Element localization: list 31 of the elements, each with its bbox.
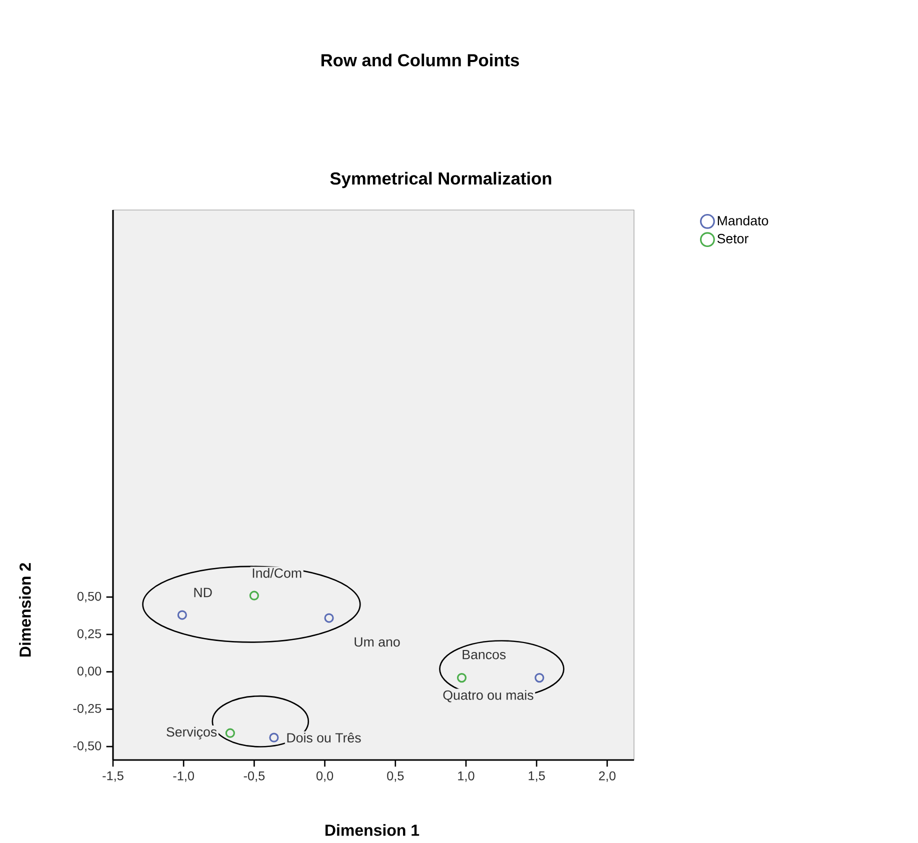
x-tick-label: -1,0: [173, 771, 194, 782]
y-tick-label: -0,25: [73, 704, 102, 714]
y-tick-label: -0,50: [73, 741, 102, 752]
annotation: Dois ou Três: [287, 732, 361, 742]
annotation: Bancos: [462, 650, 506, 660]
chart-subtitle: Symmetrical Normalization: [330, 172, 552, 188]
x-tick-label: -0,5: [244, 771, 265, 782]
y-axis-title: Dimension 2: [19, 563, 31, 656]
y-tick-label: 0,50: [77, 592, 102, 602]
x-tick-label: -1,5: [102, 771, 124, 782]
point: [249, 590, 259, 600]
annotation: Ind/Com: [252, 568, 302, 578]
y-tick-label: 0,00: [77, 666, 102, 678]
annotation: ND: [194, 588, 212, 598]
point: [225, 728, 235, 738]
annotation: Serviços: [166, 726, 217, 740]
annotation: Quatro ou mais: [443, 690, 534, 702]
point: [177, 610, 187, 620]
y-tick-label: 0,25: [77, 629, 102, 640]
chart-title: Row and Column Points: [321, 54, 519, 66]
x-tick-label: 1,0: [458, 771, 474, 782]
point: [269, 732, 279, 742]
point: [324, 613, 334, 623]
legend-label: Setor: [717, 234, 748, 244]
x-axis-title: Dimension 1: [326, 824, 420, 836]
x-tick-label: 0,0: [316, 771, 334, 782]
legend-label: Mandato: [718, 216, 768, 226]
annotation: Um ano: [354, 637, 400, 647]
x-tick-label: 2,0: [599, 771, 616, 782]
x-tick-label: 0,5: [387, 771, 404, 782]
x-tick-label: 1,5: [528, 771, 545, 782]
